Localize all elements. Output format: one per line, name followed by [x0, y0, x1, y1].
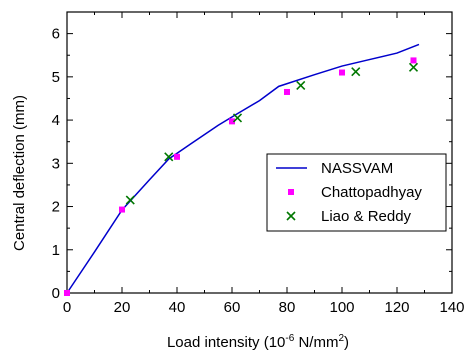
x-tick-label: 120: [384, 299, 409, 316]
data-point-liao-reddy: [232, 113, 243, 123]
x-axis-title-sup2: 2: [338, 333, 344, 344]
x-tick-label: 100: [329, 299, 354, 316]
data-marks: [64, 43, 420, 296]
data-point-liao-reddy: [164, 152, 174, 162]
data-point-liao-reddy: [351, 67, 361, 77]
data-point-chattopadhyay: [410, 57, 417, 64]
x-tick-label: 20: [114, 299, 131, 316]
x-tick-label: 60: [224, 299, 241, 316]
y-axis-title: Central deflection (mm): [11, 95, 28, 251]
legend-label: Chattopadhyay: [321, 184, 422, 201]
data-point-liao-reddy: [296, 80, 306, 91]
x-axis-title-prefix: Load intensity (10: [167, 334, 285, 351]
legend: NASSVAM Chattopadhyay Liao & Reddy: [266, 153, 447, 232]
x-axis-title-mid: N/mm: [294, 334, 338, 351]
data-point-liao-reddy: [408, 62, 419, 72]
y-tick-label: 2: [52, 199, 60, 216]
y-tick-label: 3: [52, 155, 60, 172]
legend-swatch-chattopadhyay: [288, 189, 294, 195]
legend-label: NASSVAM: [321, 160, 393, 177]
data-point-chattopadhyay: [284, 88, 290, 95]
data-point-liao-reddy: [125, 195, 135, 205]
legend-box: [266, 153, 447, 232]
x-axis-title-suffix: ): [344, 334, 349, 351]
y-tick-label: 4: [52, 112, 60, 129]
y-tick-label: 0: [52, 285, 60, 302]
y-tick-label: 6: [52, 26, 60, 43]
axis-ticks: [66, 11, 453, 294]
y-tick-label: 1: [52, 242, 60, 259]
x-tick-label: 80: [279, 299, 296, 316]
x-tick-label: 0: [63, 299, 71, 316]
y-tick-label: 5: [52, 69, 60, 86]
x-axis-title-sup1: -6: [285, 333, 294, 344]
data-point-chattopadhyay: [64, 290, 70, 296]
legend-label: Liao & Reddy: [321, 208, 412, 225]
data-point-chattopadhyay: [339, 69, 345, 76]
x-axis-title: Load intensity (10-6 N/mm2): [167, 333, 349, 351]
tick-labels: 0 20 40 60 80 100 120 140 0 1 2 3 4 5 6: [52, 26, 465, 316]
x-tick-label: 40: [169, 299, 186, 316]
data-point-chattopadhyay: [119, 206, 125, 213]
data-point-chattopadhyay: [229, 118, 235, 125]
data-point-chattopadhyay: [174, 153, 180, 160]
x-tick-label: 140: [439, 299, 464, 316]
legend-swatch-liao-reddy: [286, 211, 296, 221]
